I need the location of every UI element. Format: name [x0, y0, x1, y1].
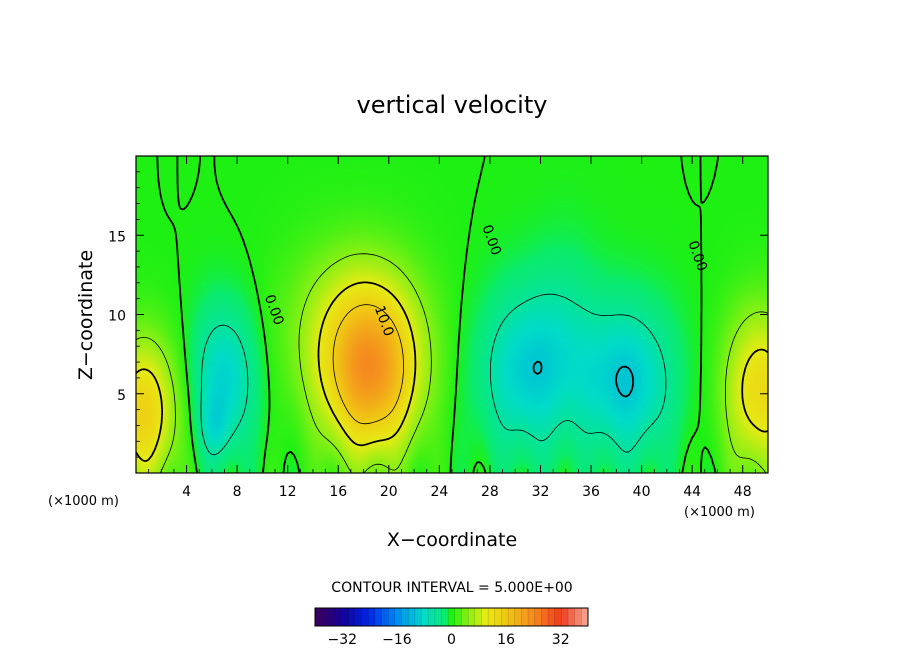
x-tick-label: 36	[582, 484, 600, 500]
colorbar-swatch	[401, 608, 409, 626]
contour-interval-note: CONTOUR INTERVAL = 5.000E+00	[331, 580, 572, 596]
contour-level-0	[156, 156, 720, 473]
x-unit-left: (×1000 m)	[48, 494, 119, 509]
colorbar-swatch	[394, 608, 402, 626]
y-tick-label: 10	[108, 309, 126, 325]
colorbar-swatch	[474, 608, 482, 626]
colorbar-tick-label: −16	[382, 632, 412, 648]
x-tick-label: 4	[182, 484, 191, 500]
colorbar-swatch	[508, 608, 516, 626]
colorbar-tick-label: 0	[447, 632, 456, 648]
colorbar-swatch	[315, 608, 322, 626]
x-tick-label: 28	[481, 484, 499, 500]
y-tick-label: 15	[108, 229, 126, 245]
x-tick-label: 44	[683, 484, 701, 500]
colorbar-swatch	[414, 608, 422, 626]
colorbar-tick-label: 16	[497, 632, 515, 648]
colorbar-swatch	[441, 608, 449, 626]
x-tick-label: 40	[633, 484, 651, 500]
colorbar-swatch	[494, 608, 502, 626]
colorbar-swatch	[468, 608, 476, 626]
x-tick-label: 24	[430, 484, 448, 500]
colorbar-swatch	[574, 608, 582, 626]
colorbar-swatch	[561, 608, 569, 626]
colorbar-frame	[314, 607, 589, 627]
chart-title: vertical velocity	[357, 91, 548, 119]
colorbar-swatch	[554, 608, 562, 626]
colorbar-swatch	[354, 608, 362, 626]
x-axis-ticks: 4 8 12 16 20 24 28 32 36 40 44 48	[148, 156, 756, 500]
x-tick-label: 16	[329, 484, 347, 500]
x-tick-label: 12	[279, 484, 297, 500]
contour-level-15	[332, 304, 404, 425]
colorbar-swatch	[421, 608, 429, 626]
colorbar-swatch	[581, 608, 589, 626]
x-unit-right: (×1000 m)	[684, 505, 755, 520]
x-tick-label: 32	[532, 484, 550, 500]
contour-level-10	[136, 281, 768, 463]
colorbar-swatch	[341, 608, 349, 626]
contour-lines	[136, 156, 768, 473]
colorbar-swatch	[334, 608, 342, 626]
colorbar-swatch	[528, 608, 536, 626]
colorbar-swatch	[541, 608, 549, 626]
colorbar-swatch	[374, 608, 382, 626]
colorbar-swatch	[501, 608, 509, 626]
x-tick-label: 8	[233, 484, 242, 500]
colorbar-swatch	[388, 608, 396, 626]
colorbar-tick-label: 32	[552, 632, 570, 648]
colorbar-swatch	[348, 608, 356, 626]
contour-level--5	[200, 293, 667, 456]
colorbar-tick-labels: −32 −16 0 16 32	[328, 632, 570, 648]
colorbar	[314, 607, 589, 627]
colorbar-swatch	[408, 608, 416, 626]
colorbar-swatch	[321, 608, 329, 626]
y-axis-ticks: 5 10 15	[108, 171, 768, 458]
colorbar-tick-label: −32	[328, 632, 358, 648]
colorbar-swatch	[428, 608, 436, 626]
contour-plot-area: 0.00 10.00.00 0.00 4 8 12 16 20 24 28 32 36 40 44 48 …	[108, 155, 769, 500]
x-axis-label: X−coordinate	[387, 529, 517, 551]
x-tick-label: 20	[380, 484, 398, 500]
colorbar-swatch	[454, 608, 462, 626]
colorbar-swatch	[368, 608, 376, 626]
colorbar-swatch	[381, 608, 389, 626]
colorbar-swatch	[514, 608, 522, 626]
colorbar-swatch	[481, 608, 489, 626]
colorbar-swatch	[461, 608, 469, 626]
colorbar-swatch	[534, 608, 542, 626]
colorbar-swatch	[328, 608, 336, 626]
colorbar-swatch	[548, 608, 556, 626]
colorbar-swatch	[361, 608, 369, 626]
colorbar-swatch	[448, 608, 456, 626]
x-tick-label: 48	[734, 484, 752, 500]
y-tick-label: 5	[117, 388, 126, 404]
colorbar-swatch	[488, 608, 496, 626]
contour-level--10	[532, 360, 634, 398]
y-axis-label: Z−coordinate	[75, 250, 97, 380]
colorbar-swatch	[434, 608, 442, 626]
filled-field	[136, 156, 768, 473]
colorbar-swatch	[568, 608, 575, 626]
colorbar-swatch	[521, 608, 529, 626]
